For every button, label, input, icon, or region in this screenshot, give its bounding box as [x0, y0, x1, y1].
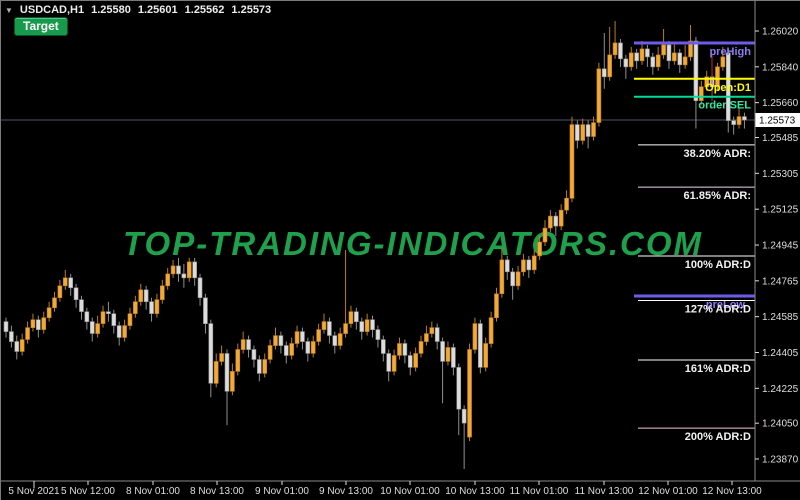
time-axis-label: 5 Nov 12:00 — [61, 486, 115, 497]
candles-layer — [3, 21, 747, 469]
price-axis-label: 1.24585 — [762, 312, 799, 323]
level-label: preLow — [706, 299, 746, 311]
level-label: 127% ADR:D — [685, 304, 751, 316]
ohlc-low: 1.25562 — [184, 4, 225, 16]
price-axis-label: 1.26020 — [762, 27, 799, 38]
level-label: 200% ADR:D — [685, 431, 751, 443]
symbol-ohlc-header: ▼ USDCAD,H1 1.25580 1.25601 1.25562 1.25… — [5, 4, 271, 16]
chevron-down-icon: ▼ — [5, 5, 13, 15]
level-label: preHigh — [709, 46, 751, 58]
time-axis-label: 10 Nov 01:00 — [380, 486, 440, 497]
level-label: order SEL — [698, 100, 751, 112]
price-axis-label: 1.25305 — [762, 169, 799, 180]
price-axis-label: 1.25485 — [762, 133, 799, 144]
level-label: 161% ADR:D — [685, 363, 751, 375]
time-axis-label: 9 Nov 13:00 — [319, 486, 373, 497]
price-axis-label: 1.24225 — [762, 384, 799, 395]
symbol-label: USDCAD,H1 — [19, 4, 85, 16]
time-axis-label: 11 Nov 13:00 — [575, 486, 634, 497]
level-label: 38.20% ADR: — [684, 148, 751, 160]
price-axis-label: 1.24405 — [762, 348, 799, 359]
indicator-levels-layer: preHigh Open:D1 order SEL 38.20% ADR: 61.85%… — [634, 41, 755, 443]
level-label: 61.85% ADR: — [684, 190, 751, 202]
price-axis[interactable]: 1.26020 1.25840 1.25660 1.25485 1.25305 1.251… — [754, 1, 800, 481]
price-axis-label: 1.25660 — [762, 98, 799, 109]
time-axis[interactable]: 5 Nov 2021 5 Nov 12:00 8 Nov 01:00 8 Nov 13… — [1, 480, 800, 497]
price-axis-label: 1.24765 — [762, 276, 799, 287]
time-axis-label: 10 Nov 13:00 — [445, 486, 505, 497]
price-axis-label: 1.24945 — [762, 241, 799, 252]
price-axis-label: 1.25840 — [762, 62, 799, 73]
time-axis-label: 5 Nov 2021 — [8, 486, 60, 497]
time-axis-label: 8 Nov 13:00 — [190, 486, 244, 497]
time-axis-label: 12 Nov 13:00 — [702, 486, 762, 497]
time-axis-label: 8 Nov 01:00 — [126, 486, 180, 497]
time-axis-label: 12 Nov 01:00 — [638, 486, 698, 497]
time-axis-label: 9 Nov 01:00 — [255, 486, 309, 497]
current-price-badge: 1.25573 — [759, 115, 796, 126]
watermark-text: TOP-TRADING-INDICATORS.COM — [123, 225, 703, 262]
ohlc-open: 1.25580 — [91, 4, 131, 16]
price-axis-label: 1.23870 — [762, 455, 799, 466]
level-label: Open:D1 — [705, 82, 751, 94]
time-axis-label: 11 Nov 01:00 — [510, 486, 569, 497]
price-axis-label: 1.24050 — [762, 419, 799, 430]
price-axis-label: 1.25125 — [762, 205, 799, 216]
level-label: 100% ADR:D — [685, 259, 751, 271]
target-button[interactable]: Target — [14, 17, 68, 36]
ohlc-close: 1.25573 — [231, 4, 272, 16]
ohlc-high: 1.25601 — [137, 4, 178, 16]
